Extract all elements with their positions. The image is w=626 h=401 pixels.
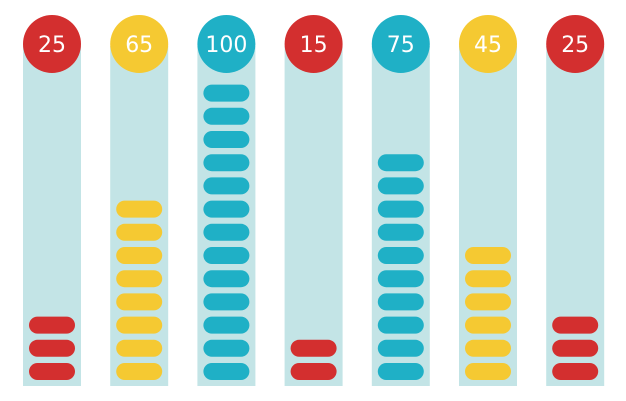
bar-segment [552, 316, 599, 334]
value-circle [23, 15, 81, 73]
bar-segment [377, 293, 424, 311]
bar-segment [116, 247, 163, 264]
bar-segment [203, 200, 250, 218]
bar-segment [116, 223, 163, 241]
bar-segment [203, 270, 250, 288]
bar-segment [465, 339, 511, 357]
bar-segment [203, 339, 250, 357]
bar-segment [377, 247, 424, 264]
bar-group: 25 [23, 15, 81, 386]
bar-segment [116, 363, 163, 380]
bar-segment [465, 363, 511, 380]
bar-segment [290, 339, 337, 357]
bar-segment [377, 316, 424, 334]
bar-track [546, 46, 605, 386]
bar-segment [552, 363, 599, 380]
bar-segment [116, 339, 163, 357]
data-label: 25 [561, 33, 589, 58]
bar-segment [465, 270, 511, 288]
bar-segment [377, 200, 424, 218]
bar-group: 75 [371, 15, 430, 386]
bar-segment [377, 177, 424, 195]
data-label: 45 [474, 33, 502, 58]
bar-group: 25 [546, 15, 605, 386]
bar-segment [465, 316, 511, 334]
value-circle [546, 15, 605, 73]
data-label: 100 [205, 33, 247, 58]
bar-segment [29, 363, 75, 380]
bar-segment [465, 247, 511, 264]
bar-segment [203, 131, 250, 148]
bar-segment [290, 363, 337, 380]
bar-track [284, 46, 343, 386]
bar-segment [377, 270, 424, 288]
bar-segment [377, 339, 424, 357]
value-circle [459, 15, 517, 73]
value-circle [110, 15, 169, 73]
bar-segment [377, 154, 424, 172]
data-label: 65 [125, 33, 153, 58]
value-circle [371, 15, 430, 73]
bar-track [23, 46, 81, 386]
bar-segment [116, 200, 163, 218]
bar-segment [203, 316, 250, 334]
bar-segment [552, 339, 599, 357]
data-label: 15 [300, 33, 328, 58]
data-label: 75 [387, 33, 415, 58]
bar-segment [203, 107, 250, 125]
bar-group: 45 [459, 15, 517, 386]
bar-segment [377, 363, 424, 380]
bar-segment [203, 154, 250, 172]
bar-segment [203, 223, 250, 241]
bar-segment [116, 270, 163, 288]
bar-segment [29, 316, 75, 334]
bar-segment [203, 247, 250, 264]
bar-segment [29, 339, 75, 357]
data-label: 25 [38, 33, 66, 58]
bar-segment [203, 293, 250, 311]
bar-segment [116, 293, 163, 311]
value-circle [284, 15, 343, 73]
bar-segment [203, 177, 250, 195]
bar-group: 15 [284, 15, 343, 386]
bar-group: 65 [110, 15, 169, 386]
bar-segment [116, 316, 163, 334]
bar-segment [203, 84, 250, 102]
value-circle [197, 15, 256, 73]
bar-segment [465, 293, 511, 311]
bar-track [459, 46, 517, 386]
bar-segment [377, 223, 424, 241]
bar-group: 100 [197, 15, 256, 386]
bar-segment [203, 363, 250, 380]
